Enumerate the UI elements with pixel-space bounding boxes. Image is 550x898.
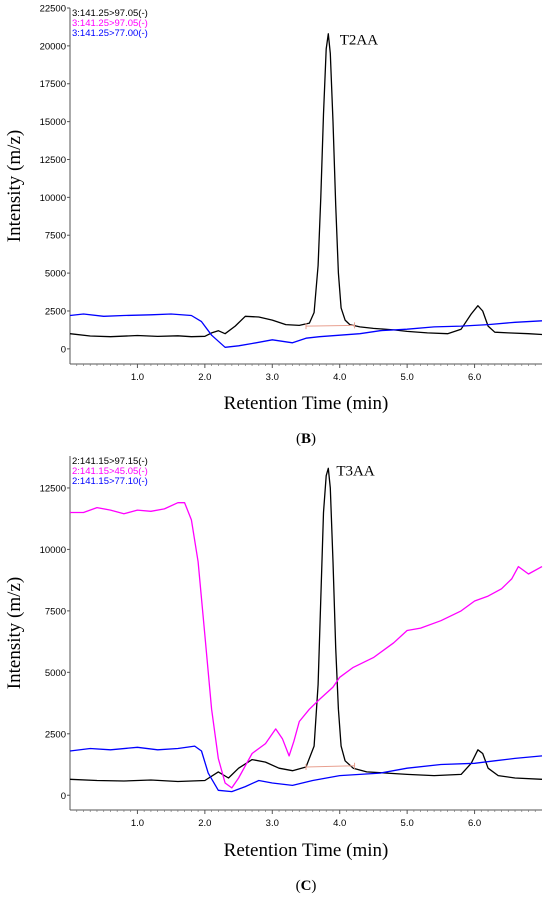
series-line: [69, 745, 543, 793]
y-tick-label: 7500: [45, 606, 66, 617]
panel-label-open: (: [296, 431, 301, 447]
y-tick-label: 2500: [45, 729, 66, 740]
x-tick-label: 3.0: [266, 818, 279, 829]
y-tick-label: 7500: [45, 231, 66, 242]
x-tick-label: 6.0: [468, 818, 481, 829]
y-axis-title: Intensity (m/z): [4, 130, 25, 242]
y-tick-label: 5000: [45, 269, 66, 280]
y-tick-label: 0: [61, 344, 66, 355]
y-tick-label: 12500: [40, 483, 66, 494]
legend-entry: 2:141.15>45.05(-): [72, 466, 148, 477]
y-tick-label: 20000: [40, 41, 66, 52]
y-tick-label: 10000: [40, 193, 66, 204]
y-tick-label: 22500: [40, 4, 66, 15]
panel-label-close: ): [311, 431, 316, 447]
peak-label: T2AA: [340, 32, 378, 48]
y-tick-label: 15000: [40, 117, 66, 128]
legend-entry: 2:141.15>77.10(-): [72, 476, 148, 487]
x-tick-label: 1.0: [131, 372, 144, 383]
y-tick-label: 5000: [45, 668, 66, 679]
y-tick-label: 12500: [40, 155, 66, 166]
x-axis-title: Retention Time (min): [224, 840, 389, 861]
chart-panel-b: 0 2500 5000 7500 10000 12500 15000 17500 20000 22…: [4, 4, 543, 447]
legend-entry: 3:141.25>77.00(-): [72, 28, 148, 39]
x-tick-label: 6.0: [468, 372, 481, 383]
x-tick-label: 4.0: [333, 372, 346, 383]
legend-entry: 3:141.25>97.05(-): [72, 18, 148, 29]
legend-entry: 3:141.25>97.05(-): [72, 8, 148, 19]
y-tick-label: 17500: [40, 79, 66, 90]
series-line: [69, 33, 543, 338]
panel-label-open: (: [296, 878, 301, 894]
y-tick-label: 2500: [45, 306, 66, 317]
panel-label-close: ): [311, 878, 316, 894]
x-axis-title: Retention Time (min): [224, 393, 389, 414]
series-line: [69, 467, 543, 783]
x-tick-label: 4.0: [333, 818, 346, 829]
x-tick-label: 5.0: [401, 372, 414, 383]
panel-label-letter: B: [301, 431, 311, 447]
legend-entry: 2:141.15>97.15(-): [72, 456, 148, 467]
y-axis-title: Intensity (m/z): [4, 577, 25, 689]
panel-label: (C): [296, 878, 317, 894]
series-line: [69, 313, 543, 348]
chart-panel-c: 0 2500 5000 7500 10000 12500 1.0 2.0 3.0 4.0 5.0 6.…: [4, 456, 543, 894]
panel-label: (B): [296, 431, 316, 447]
integration-baseline: [305, 765, 355, 768]
x-tick-label: 2.0: [198, 818, 211, 829]
x-tick-label: 2.0: [198, 372, 211, 383]
x-tick-label: 1.0: [131, 818, 144, 829]
panel-label-letter: C: [301, 878, 312, 894]
x-tick-label: 3.0: [266, 372, 279, 383]
integration-baseline: [305, 324, 355, 327]
peak-label: T3AA: [336, 464, 374, 480]
series-line: [70, 502, 543, 789]
y-tick-label: 10000: [40, 545, 66, 556]
y-tick-label: 0: [61, 791, 66, 802]
x-tick-label: 5.0: [401, 818, 414, 829]
